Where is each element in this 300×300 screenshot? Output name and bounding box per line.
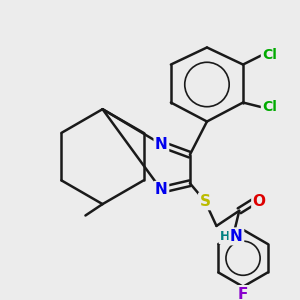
Text: F: F [238,287,248,300]
Text: N: N [155,137,168,152]
Text: H: H [220,230,230,243]
Text: S: S [200,194,211,209]
Text: O: O [253,194,266,209]
Text: Cl: Cl [262,48,277,62]
Text: N: N [230,229,243,244]
Text: Cl: Cl [262,100,277,114]
Text: N: N [155,182,168,197]
